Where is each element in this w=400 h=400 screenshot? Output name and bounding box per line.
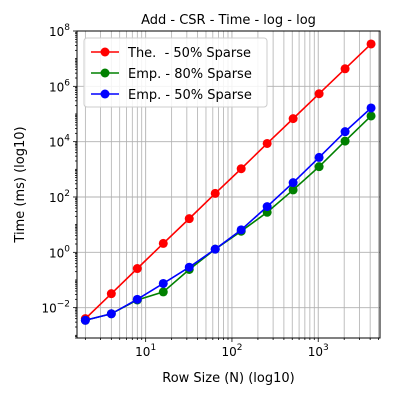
legend-marker bbox=[100, 47, 110, 57]
data-point bbox=[366, 103, 376, 113]
legend-entry: Emp. - 50% Sparse bbox=[91, 88, 252, 103]
y-tick-label: 106 bbox=[49, 78, 70, 94]
y-axis-label: Time (ms) (log10) bbox=[13, 126, 28, 243]
data-point bbox=[314, 152, 324, 162]
data-point bbox=[184, 214, 194, 224]
series-line bbox=[84, 43, 372, 320]
data-point bbox=[366, 39, 376, 49]
data-point bbox=[132, 264, 142, 274]
data-point bbox=[314, 89, 324, 99]
data-point bbox=[158, 287, 168, 297]
data-point bbox=[184, 262, 194, 272]
series-0 bbox=[80, 39, 376, 324]
x-tick-label: 101 bbox=[135, 343, 156, 359]
data-point bbox=[366, 111, 376, 121]
legend-box bbox=[83, 37, 268, 108]
legend: The. - 50% Sparse Emp. - 80% Sparse Emp. -… bbox=[83, 37, 268, 108]
y-tick-label: 108 bbox=[49, 23, 70, 39]
legend-entry: The. - 50% Sparse bbox=[91, 46, 251, 61]
data-point bbox=[210, 244, 220, 254]
data-point bbox=[288, 114, 298, 124]
y-tick-label: 104 bbox=[49, 134, 70, 150]
legend-label: The. - 50% Sparse bbox=[127, 46, 251, 61]
data-point bbox=[106, 309, 116, 319]
axis-ticks: 101 102 103 10−2 100 102 104 106 108 bbox=[41, 23, 379, 359]
legend-marker bbox=[100, 68, 110, 78]
legend-label: Emp. - 50% Sparse bbox=[128, 88, 252, 103]
x-axis-label: Row Size (N) (log10) bbox=[162, 371, 295, 386]
y-tick-label: 10−2 bbox=[41, 300, 70, 316]
series-line bbox=[85, 107, 372, 322]
data-point bbox=[158, 278, 168, 288]
legend-label: Emp. - 80% Sparse bbox=[128, 67, 252, 82]
data-point bbox=[288, 178, 298, 188]
data-point bbox=[262, 202, 272, 212]
data-point bbox=[340, 136, 350, 146]
y-tick-label: 102 bbox=[49, 189, 70, 205]
data-point bbox=[236, 225, 246, 235]
data-point bbox=[314, 162, 324, 172]
data-point bbox=[236, 164, 246, 174]
data-point bbox=[132, 294, 142, 304]
legend-entry: Emp. - 80% Sparse bbox=[91, 67, 252, 82]
data-point bbox=[288, 185, 298, 195]
data-point bbox=[106, 289, 116, 299]
data-point bbox=[80, 315, 90, 325]
data-point bbox=[210, 188, 220, 198]
data-point bbox=[158, 238, 168, 248]
plot-frame bbox=[76, 30, 381, 339]
series-2 bbox=[80, 103, 376, 325]
x-tick-label: 102 bbox=[221, 343, 242, 359]
chart-title: Add - CSR - Time - log - log bbox=[141, 13, 316, 28]
x-tick-label: 103 bbox=[308, 343, 329, 359]
y-tick-label: 100 bbox=[49, 244, 70, 260]
data-point bbox=[262, 138, 272, 148]
data-point bbox=[340, 127, 350, 137]
series-layer bbox=[80, 39, 376, 325]
legend-marker bbox=[100, 89, 110, 99]
data-point bbox=[340, 64, 350, 74]
